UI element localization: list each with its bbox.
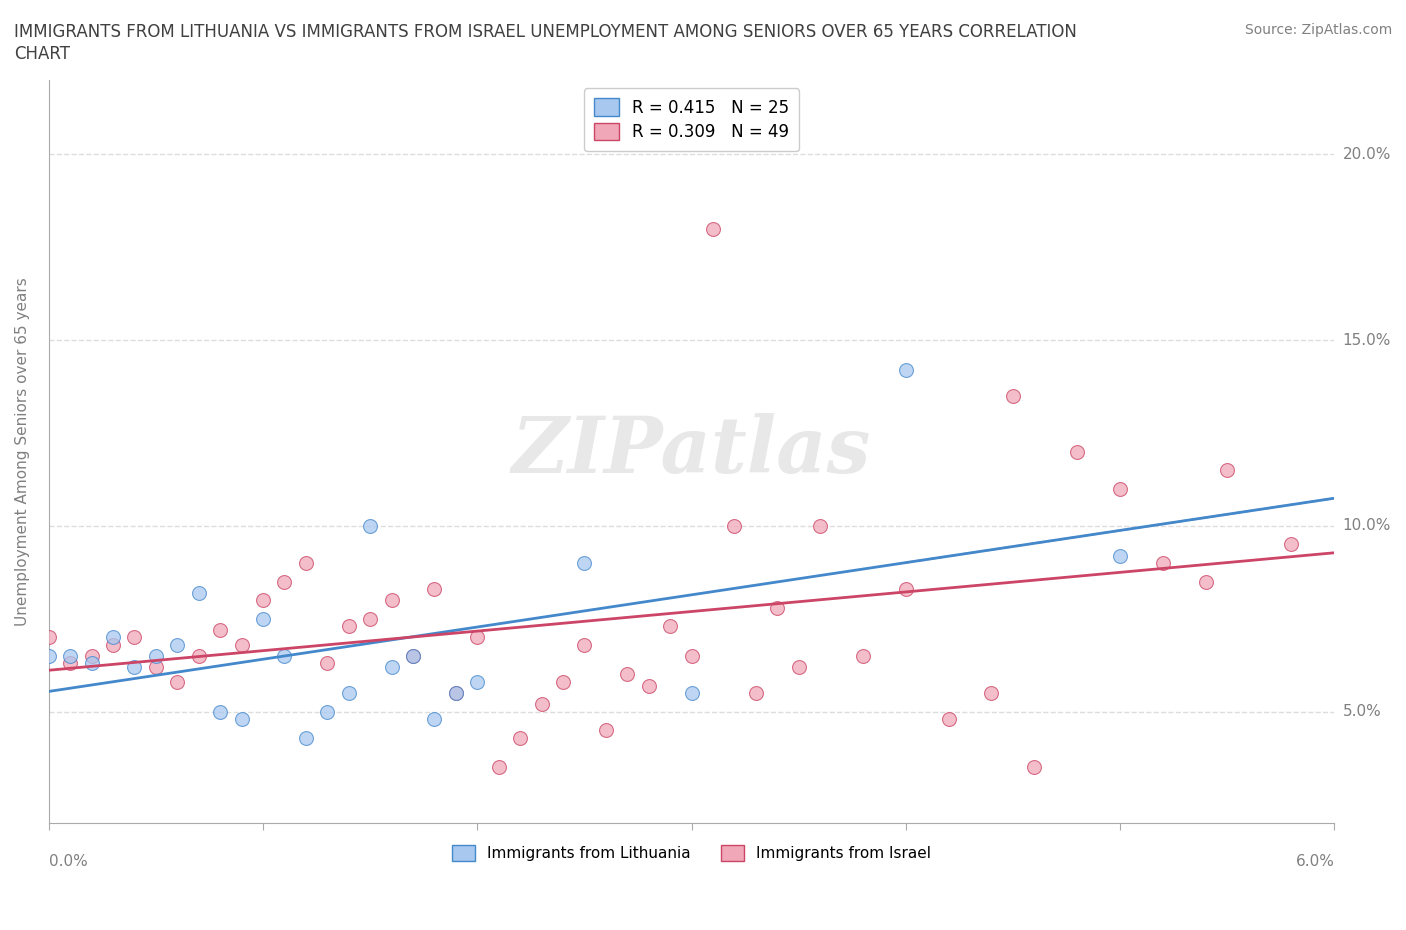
Point bbox=[187, 648, 209, 663]
Point bbox=[231, 637, 253, 652]
Text: CHART: CHART bbox=[14, 45, 70, 62]
Point bbox=[1109, 548, 1132, 563]
Y-axis label: Unemployment Among Seniors over 65 years: Unemployment Among Seniors over 65 years bbox=[15, 277, 30, 626]
Text: 0.0%: 0.0% bbox=[49, 854, 87, 869]
Point bbox=[124, 630, 146, 644]
Point bbox=[231, 711, 253, 726]
Point bbox=[745, 685, 768, 700]
Point bbox=[145, 659, 167, 674]
Point bbox=[574, 555, 596, 570]
Point bbox=[894, 363, 917, 378]
Point bbox=[616, 667, 638, 682]
Point bbox=[380, 592, 402, 607]
Point bbox=[595, 723, 617, 737]
Point bbox=[509, 730, 531, 745]
Point bbox=[145, 648, 167, 663]
Point bbox=[209, 622, 232, 637]
Point bbox=[359, 518, 381, 533]
Point bbox=[574, 637, 596, 652]
Text: 20.0%: 20.0% bbox=[1343, 147, 1391, 162]
Point bbox=[187, 585, 209, 600]
Point bbox=[316, 704, 339, 719]
Point bbox=[295, 555, 318, 570]
Point bbox=[637, 678, 659, 693]
Text: Source: ZipAtlas.com: Source: ZipAtlas.com bbox=[1244, 23, 1392, 37]
Point bbox=[1109, 481, 1132, 496]
Point bbox=[273, 574, 295, 589]
Point bbox=[59, 648, 82, 663]
Point bbox=[852, 648, 875, 663]
Point bbox=[1281, 537, 1303, 551]
Point bbox=[402, 648, 425, 663]
Point bbox=[359, 611, 381, 626]
Text: 10.0%: 10.0% bbox=[1343, 518, 1391, 533]
Point bbox=[252, 592, 274, 607]
Point bbox=[1152, 555, 1174, 570]
Point bbox=[530, 697, 553, 711]
Point bbox=[787, 659, 810, 674]
Point bbox=[124, 659, 146, 674]
Point bbox=[316, 656, 339, 671]
Point bbox=[723, 518, 745, 533]
Point bbox=[1195, 574, 1218, 589]
Text: ZIPatlas: ZIPatlas bbox=[512, 413, 872, 490]
Point bbox=[337, 685, 360, 700]
Point bbox=[894, 581, 917, 596]
Point bbox=[465, 674, 488, 689]
Point bbox=[80, 656, 103, 671]
Point bbox=[166, 637, 188, 652]
Point bbox=[488, 760, 510, 775]
Point bbox=[337, 618, 360, 633]
Point bbox=[38, 648, 60, 663]
Point bbox=[1024, 760, 1046, 775]
Point bbox=[101, 637, 124, 652]
Point bbox=[166, 674, 188, 689]
Point bbox=[295, 730, 318, 745]
Point bbox=[252, 611, 274, 626]
Point bbox=[444, 685, 467, 700]
Point bbox=[1066, 445, 1088, 459]
Point bbox=[209, 704, 232, 719]
Point bbox=[423, 581, 446, 596]
Point bbox=[808, 518, 831, 533]
Point bbox=[80, 648, 103, 663]
Point bbox=[1216, 462, 1239, 477]
Point bbox=[273, 648, 295, 663]
Point bbox=[681, 648, 703, 663]
Point bbox=[659, 618, 682, 633]
Point bbox=[423, 711, 446, 726]
Text: 15.0%: 15.0% bbox=[1343, 333, 1391, 348]
Point bbox=[59, 656, 82, 671]
Point bbox=[465, 630, 488, 644]
Point bbox=[551, 674, 574, 689]
Point bbox=[681, 685, 703, 700]
Point bbox=[38, 630, 60, 644]
Point bbox=[980, 685, 1002, 700]
Point bbox=[938, 711, 960, 726]
Legend: Immigrants from Lithuania, Immigrants from Israel: Immigrants from Lithuania, Immigrants fr… bbox=[446, 839, 938, 868]
Point bbox=[1001, 389, 1024, 404]
Point bbox=[702, 221, 724, 236]
Point bbox=[402, 648, 425, 663]
Text: 5.0%: 5.0% bbox=[1343, 704, 1381, 719]
Point bbox=[444, 685, 467, 700]
Point bbox=[380, 659, 402, 674]
Point bbox=[101, 630, 124, 644]
Text: IMMIGRANTS FROM LITHUANIA VS IMMIGRANTS FROM ISRAEL UNEMPLOYMENT AMONG SENIORS O: IMMIGRANTS FROM LITHUANIA VS IMMIGRANTS … bbox=[14, 23, 1077, 41]
Point bbox=[766, 600, 789, 615]
Text: 6.0%: 6.0% bbox=[1295, 854, 1334, 869]
